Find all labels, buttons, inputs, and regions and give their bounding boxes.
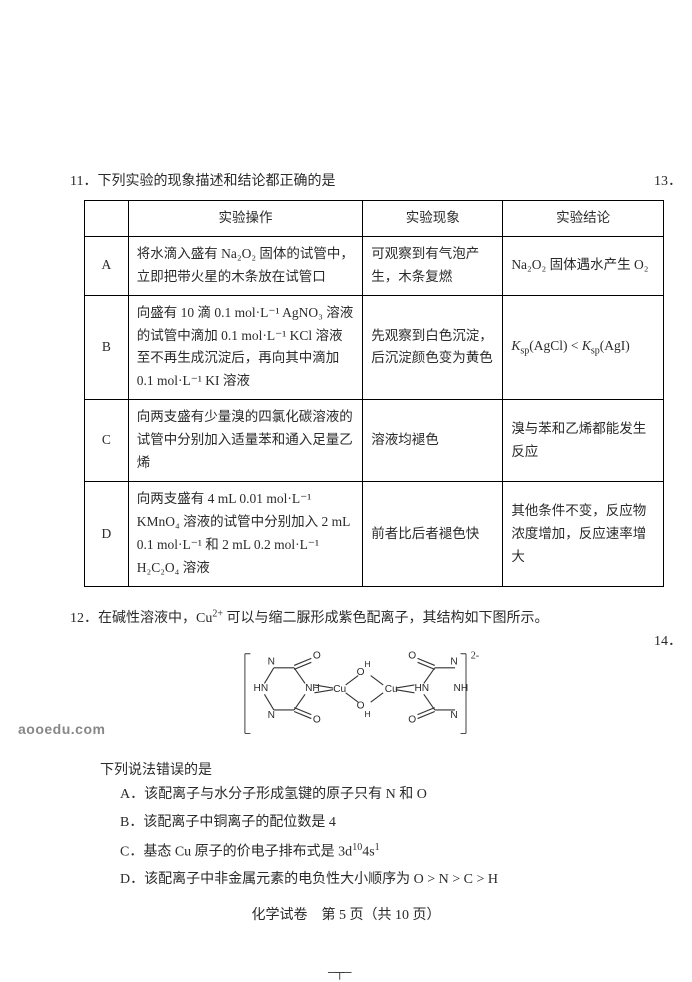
option-d: D．该配离子中非金属元素的电负性大小顺序为 O > N > C > H [120, 868, 662, 892]
row-label: D [85, 482, 129, 587]
molecule-icon: 2- [241, 638, 491, 746]
svg-text:H: H [364, 709, 370, 719]
svg-text:O: O [357, 667, 365, 678]
svg-text:O: O [408, 651, 416, 662]
edge-q13: 13． [654, 170, 682, 194]
svg-text:N: N [450, 710, 457, 721]
svg-text:2-: 2- [471, 651, 480, 662]
svg-text:O: O [408, 715, 416, 726]
q12-prompt: 下列说法错误的是 [100, 759, 662, 783]
page-tick-icon: ─┬─ [328, 962, 351, 982]
cell-op: 将水滴入盛有 Na₂O₂ 固体的试管中，立即把带火星的木条放在试管口 [128, 236, 363, 295]
table-row: D 向两支盛有 4 mL 0.01 mol·L⁻¹ KMnO₄ 溶液的试管中分别… [85, 482, 664, 587]
q12-options: A．该配离子与水分子形成氢键的原子只有 N 和 O B．该配离子中铜离子的配位数… [120, 783, 662, 892]
row-label: C [85, 400, 129, 482]
q12-diagram: 2- [70, 638, 662, 755]
svg-text:N: N [268, 710, 275, 721]
cell-co: Ksp(AgCl) < Ksp(AgI) [503, 295, 664, 400]
cell-co: 溴与苯和乙烯都能发生反应 [503, 400, 664, 482]
row-label: B [85, 295, 129, 400]
svg-text:Cu: Cu [333, 684, 346, 695]
svg-text:O: O [357, 701, 365, 712]
question-12: 12．在碱性溶液中，Cu2+ 可以与缩二脲形成紫色配离子，其结构如下图所示。 2… [70, 605, 662, 892]
th-operation: 实验操作 [128, 200, 363, 236]
table-row: C 向两支盛有少量溴的四氯化碳溶液的试管中分别加入适量苯和通入足量乙烯 溶液均褪… [85, 400, 664, 482]
th-blank [85, 200, 129, 236]
q11-stem: 下列实验的现象描述和结论都正确的是 [97, 174, 335, 189]
cell-op: 向两支盛有少量溴的四氯化碳溶液的试管中分别加入适量苯和通入足量乙烯 [128, 400, 363, 482]
edge-q14: 14． [654, 630, 682, 654]
row-label: A [85, 236, 129, 295]
svg-text:HN: HN [254, 684, 269, 695]
watermark: aooedu.com [18, 718, 105, 742]
q12-number: 12． [70, 607, 98, 631]
th-conclusion: 实验结论 [503, 200, 664, 236]
cell-co: 其他条件不变，反应物浓度增加，反应速率增大 [503, 482, 664, 587]
svg-text:NH: NH [305, 684, 320, 695]
cell-op: 向两支盛有 4 mL 0.01 mol·L⁻¹ KMnO₄ 溶液的试管中分别加入… [128, 482, 363, 587]
table-row: A 将水滴入盛有 Na₂O₂ 固体的试管中，立即把带火星的木条放在试管口 可观察… [85, 236, 664, 295]
svg-text:H: H [364, 659, 370, 669]
cell-ph: 先观察到白色沉淀，后沉淀颜色变为黄色 [363, 295, 503, 400]
option-a: A．该配离子与水分子形成氢键的原子只有 N 和 O [120, 783, 662, 807]
th-phenomenon: 实验现象 [363, 200, 503, 236]
table-row: B 向盛有 10 滴 0.1 mol·L⁻¹ AgNO₃ 溶液的试管中滴加 0.… [85, 295, 664, 400]
cell-ph: 溶液均褪色 [363, 400, 503, 482]
svg-text:N: N [268, 657, 275, 668]
option-c: C．基态 Cu 原子的价电子排布式是 3d104s1 [120, 839, 662, 864]
cell-op: 向盛有 10 滴 0.1 mol·L⁻¹ AgNO₃ 溶液的试管中滴加 0.1 … [128, 295, 363, 400]
svg-text:HN: HN [414, 684, 429, 695]
question-11: 11．下列实验的现象描述和结论都正确的是 实验操作 实验现象 实验结论 A 将水… [70, 170, 662, 587]
option-b: B．该配离子中铜离子的配位数是 4 [120, 811, 662, 835]
svg-text:N: N [450, 657, 457, 668]
svg-text:O: O [313, 651, 321, 662]
q12-stem: 在碱性溶液中，Cu2+ 可以与缩二脲形成紫色配离子，其结构如下图所示。 [98, 611, 548, 626]
page-footer: 化学试卷 第 5 页（共 10 页） [0, 904, 692, 928]
cell-ph: 可观察到有气泡产生，木条复燃 [363, 236, 503, 295]
q11-table: 实验操作 实验现象 实验结论 A 将水滴入盛有 Na₂O₂ 固体的试管中，立即把… [84, 200, 664, 587]
q11-number: 11． [70, 170, 97, 194]
cell-co: Na₂O₂ 固体遇水产生 O₂ [503, 236, 664, 295]
svg-text:O: O [313, 715, 321, 726]
svg-text:Cu: Cu [385, 684, 398, 695]
svg-text:NH: NH [454, 684, 469, 695]
cell-ph: 前者比后者褪色快 [363, 482, 503, 587]
